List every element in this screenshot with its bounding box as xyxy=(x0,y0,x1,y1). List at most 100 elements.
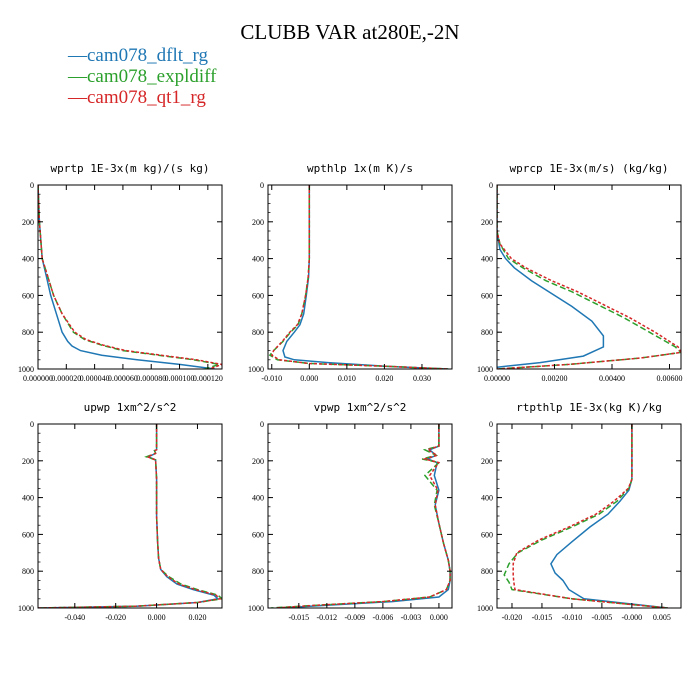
series-line-cam078_dflt_rg xyxy=(282,185,449,369)
panel-5: vpwp 1xm^2/s^2 0 200 400 600 800 1000 -0.015 -0.… xyxy=(248,401,453,622)
series-line-cam078_expldiff xyxy=(38,424,222,608)
plot-frame xyxy=(267,423,453,609)
y-tick-label: 1000 xyxy=(477,604,493,613)
series-line-cam078_dflt_rg xyxy=(497,185,605,368)
x-tick-label: 0.000040 xyxy=(80,374,110,383)
x-tick-label: 0.00600 xyxy=(657,374,683,383)
panel-1: wprtp 1E-3x(m kg)/(s kg) 0 200 400 600 800 100… xyxy=(18,162,223,383)
y-tick-label: 600 xyxy=(22,530,34,539)
panel-6: rtpthlp 1E-3x(kg K)/kg 0 200 400 600 800 1000 -… xyxy=(477,401,682,622)
y-tick-label: 400 xyxy=(22,494,34,503)
x-tick-label: -0.015 xyxy=(288,613,309,622)
plot-frame xyxy=(37,184,223,370)
series-line-cam078_expldiff xyxy=(268,185,449,369)
x-tick-label: 0.000020 xyxy=(51,374,81,383)
x-tick-label: 0.000 xyxy=(148,613,166,622)
y-tick-label: 0 xyxy=(489,181,493,190)
plot-frame xyxy=(496,423,682,609)
x-tick-label: -0.012 xyxy=(317,613,338,622)
x-tick-label: 0.000080 xyxy=(136,374,166,383)
x-tick-label: 0.020 xyxy=(375,374,393,383)
panel-3: wprcp 1E-3x(m/s) (kg/kg) 0 200 400 600 800 100… xyxy=(477,162,683,383)
x-tick-label: -0.020 xyxy=(105,613,126,622)
panel-4: upwp 1xm^2/s^2 0 200 400 600 800 1000 -0.040 -0.… xyxy=(18,401,223,622)
x-tick-label: 0.00000 xyxy=(484,374,510,383)
panel-title: wprtp 1E-3x(m kg)/(s kg) xyxy=(51,162,210,175)
series-line-cam078_qt1_rg xyxy=(38,424,222,608)
figure-title: CLUBB VAR at280E,-2N xyxy=(240,20,460,44)
y-tick-label: 800 xyxy=(252,567,264,576)
y-tick-label: 400 xyxy=(252,255,264,264)
panel-title: vpwp 1xm^2/s^2 xyxy=(314,401,407,414)
legend-label: cam078_dflt_rg xyxy=(87,45,209,66)
series-line-cam078_dflt_rg xyxy=(38,424,220,608)
y-tick-label: 200 xyxy=(252,457,264,466)
plot-frame xyxy=(37,423,223,609)
y-tick-label: 0 xyxy=(489,420,493,429)
legend-line-icon: — xyxy=(68,66,87,87)
y-tick-label: 600 xyxy=(481,530,493,539)
series-line-cam078_dflt_rg xyxy=(550,424,668,608)
x-tick-label: 0.000000 xyxy=(23,374,53,383)
x-tick-label: 0.030 xyxy=(413,374,431,383)
x-tick-label: 0.000 xyxy=(430,613,448,622)
x-tick-label: -0.010 xyxy=(562,613,583,622)
series-line-cam078_expldiff xyxy=(503,424,668,608)
x-tick-label: -0.006 xyxy=(373,613,394,622)
legend-entry-expldiff: — cam078_expldiff xyxy=(68,66,216,87)
legend-line-icon: — xyxy=(68,45,87,66)
x-tick-label: -0.010 xyxy=(261,374,282,383)
series-line-cam078_expldiff xyxy=(38,185,220,369)
y-tick-label: 800 xyxy=(22,567,34,576)
y-tick-label: 800 xyxy=(252,328,264,337)
x-tick-label: 0.00200 xyxy=(542,374,568,383)
plot-frame xyxy=(267,184,453,370)
x-tick-label: 0.010 xyxy=(338,374,356,383)
y-tick-label: 600 xyxy=(252,530,264,539)
y-tick-label: 200 xyxy=(252,218,264,227)
series-line-cam078_qt1_rg xyxy=(497,185,681,369)
y-tick-label: 200 xyxy=(22,457,34,466)
panel-title: upwp 1xm^2/s^2 xyxy=(84,401,177,414)
legend-line-icon: — xyxy=(68,87,87,108)
x-tick-label: 0.005 xyxy=(653,613,671,622)
panel-2: wpthlp 1x(m K)/s 0 200 400 600 800 1000-0.010 0… xyxy=(248,162,453,383)
y-tick-label: 800 xyxy=(481,567,493,576)
y-tick-label: 200 xyxy=(481,457,493,466)
series-line-cam078_qt1_rg xyxy=(270,185,449,369)
x-tick-label: 0.00400 xyxy=(599,374,625,383)
y-tick-label: 1000 xyxy=(248,604,264,613)
x-tick-label: 0.000100 xyxy=(165,374,195,383)
x-tick-label: -0.040 xyxy=(64,613,85,622)
y-tick-label: 1000 xyxy=(248,365,264,374)
legend-label: cam078_qt1_rg xyxy=(87,87,206,108)
x-tick-label: 0.020 xyxy=(188,613,206,622)
y-tick-label: 200 xyxy=(481,218,493,227)
plot-frame xyxy=(496,184,682,370)
series-line-cam078_qt1_rg xyxy=(38,185,222,369)
x-tick-label: -0.003 xyxy=(401,613,422,622)
legend-entry-qt1: — cam078_qt1_rg xyxy=(68,87,216,108)
x-tick-label: 0.000060 xyxy=(108,374,138,383)
y-tick-label: 400 xyxy=(252,494,264,503)
panel-title: wprcp 1E-3x(m/s) (kg/kg) xyxy=(510,162,669,175)
legend: — cam078_dflt_rg — cam078_expldiff — cam… xyxy=(68,45,216,108)
y-tick-label: 400 xyxy=(481,494,493,503)
panel-title: wpthlp 1x(m K)/s xyxy=(307,162,413,175)
y-tick-label: 0 xyxy=(30,420,34,429)
x-tick-label: 0.000 xyxy=(300,374,318,383)
legend-entry-dflt: — cam078_dflt_rg xyxy=(68,45,216,66)
y-tick-label: 800 xyxy=(22,328,34,337)
x-tick-label: -0.005 xyxy=(592,613,613,622)
y-tick-label: 600 xyxy=(481,291,493,300)
panel-title: rtpthlp 1E-3x(kg K)/kg xyxy=(516,401,662,414)
y-tick-label: 600 xyxy=(22,291,34,300)
y-tick-label: 600 xyxy=(252,291,264,300)
x-tick-label: 0.000120 xyxy=(193,374,223,383)
legend-label: cam078_expldiff xyxy=(87,66,217,87)
y-tick-label: 0 xyxy=(260,181,264,190)
series-line-cam078_qt1_rg xyxy=(512,424,668,608)
y-tick-label: 800 xyxy=(481,328,493,337)
